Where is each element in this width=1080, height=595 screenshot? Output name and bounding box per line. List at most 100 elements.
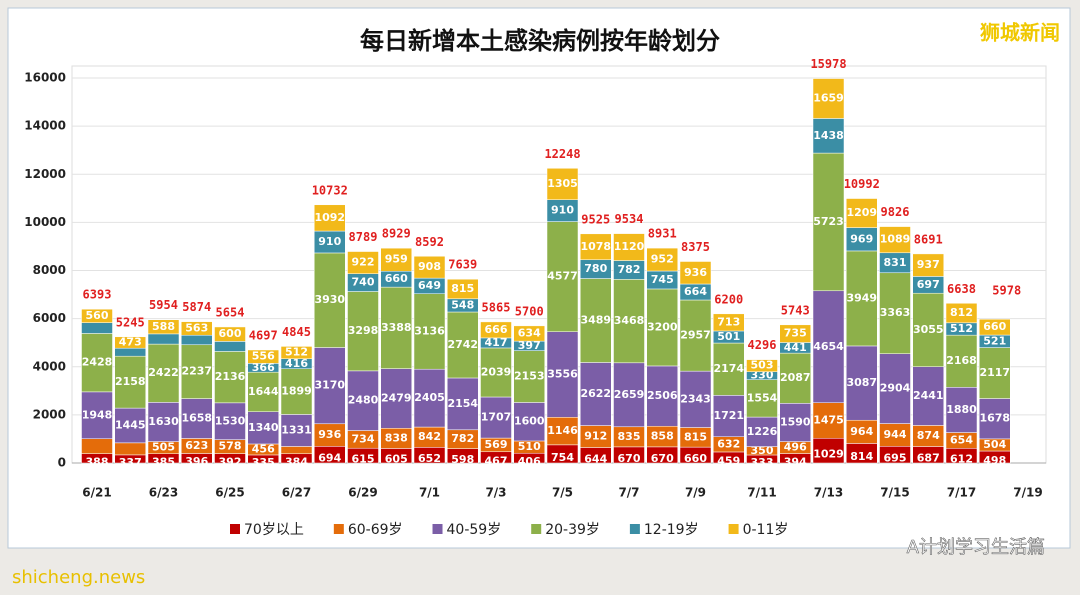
y-tick-label: 8000 [33,263,66,277]
legend-swatch [333,524,344,534]
segment-label: 3363 [880,306,911,319]
bar-segment [480,321,512,339]
segment-label: 388 [86,455,109,468]
bar-segment [879,353,911,424]
segment-label: 652 [418,452,441,465]
footer-right: A计划学习生活篇 [907,537,1045,558]
segment-label: 912 [584,430,607,443]
bar-segment [513,350,545,403]
total-label: 9525 [581,212,610,226]
segment-label: 815 [451,282,474,295]
total-label: 9826 [881,205,910,219]
segment-label: 910 [318,235,341,248]
segment-label: 814 [850,450,873,463]
bar-segment [447,278,479,300]
bar-segment [347,291,379,372]
segment-label: 835 [618,430,641,443]
segment-label: 2428 [82,356,113,369]
segment-label: 697 [917,278,940,291]
x-tick-label: 6/21 [82,486,111,500]
segment-label: 2405 [414,391,445,404]
legend-swatch [230,524,240,534]
bar-segment [280,446,313,455]
segment-label: 1659 [813,92,844,105]
segment-label: 695 [884,452,907,465]
segment-label: 2479 [381,391,412,404]
x-tick-label: 6/29 [348,486,377,500]
segment-label: 3388 [381,321,412,334]
segment-label: 3087 [846,376,877,389]
segment-label: 396 [185,455,208,468]
segment-label: 660 [385,272,408,285]
x-tick-label: 7/7 [618,486,639,500]
bar-segment [114,442,146,456]
bar-segment [779,403,811,442]
segment-label: 1226 [747,425,778,438]
segment-label: 1078 [580,240,611,253]
segment-label: 782 [451,432,474,445]
bar-segment [546,331,579,418]
segment-label: 512 [285,346,308,359]
segment-label: 456 [252,442,275,455]
bar-segment [846,198,878,228]
segment-label: 735 [784,327,807,340]
segment-label: 815 [684,430,707,443]
segment-label: 1678 [979,412,1010,425]
segment-label: 501 [717,330,740,343]
bar-segment [280,368,313,415]
segment-label: 496 [784,441,807,454]
x-tick-label: 7/13 [814,486,843,500]
segment-label: 2904 [880,382,911,395]
segment-label: 366 [252,361,275,374]
bar-segment [413,368,446,428]
total-label: 8691 [914,232,943,246]
segment-label: 333 [751,456,774,469]
bar-segment [314,252,346,348]
bar-segment [81,308,113,323]
segment-label: 417 [485,336,508,349]
bar-segment [413,293,446,370]
segment-label: 910 [551,204,574,217]
segment-label: 670 [651,452,674,465]
segment-label: 441 [784,341,807,354]
segment-label: 922 [352,256,375,269]
x-tick-label: 6/25 [215,486,244,500]
bar-segment [81,438,113,454]
bar-segment [779,352,811,404]
segment-label: 2087 [780,371,811,384]
bar-segment [945,303,978,324]
x-tick-label: 6/27 [282,486,311,500]
segment-label: 510 [518,440,541,453]
x-tick-label: 7/11 [747,486,776,500]
bar-segment [713,342,745,396]
segment-label: 2659 [614,388,645,401]
segment-label: 394 [784,455,807,468]
segment-label: 4654 [813,340,844,353]
bar-segment [214,341,246,352]
bar-segment [912,292,944,367]
segment-label: 660 [684,452,707,465]
segment-label: 1438 [813,129,844,142]
bar-segment [879,226,911,254]
x-tick-label: 7/9 [685,486,706,500]
bar-segment [247,349,279,364]
bar-segment [380,247,412,272]
segment-label: 1707 [481,411,512,424]
segment-label: 335 [252,456,275,469]
segment-label: 936 [684,266,707,279]
bar-segment [480,347,512,398]
segment-label: 1644 [248,385,279,398]
total-label: 6200 [714,292,743,306]
bar-segment [812,437,845,464]
segment-label: 670 [618,452,641,465]
total-label: 8375 [681,240,710,254]
legend-label: 40-59岁 [447,522,502,538]
segment-label: 2136 [215,370,246,383]
total-label: 15978 [810,57,846,71]
segment-label: 521 [983,334,1006,347]
bar-segment [713,395,745,437]
bar-segment [646,365,678,427]
bar-segment [746,379,778,418]
segment-label: 1630 [148,415,179,428]
